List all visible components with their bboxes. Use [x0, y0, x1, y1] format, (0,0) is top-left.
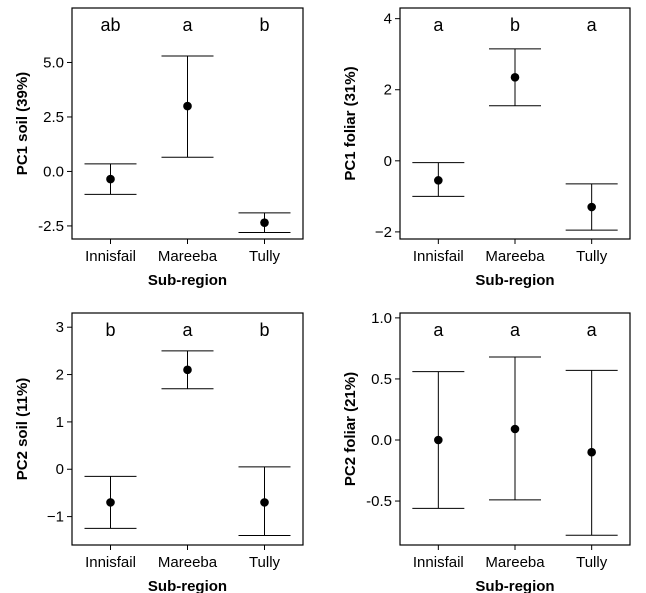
pc1-soil-x-axis-title: Sub-region: [148, 272, 227, 289]
pc2-soil-data-point: [183, 365, 192, 375]
pc2-soil-data-point: [106, 498, 115, 507]
pc1-soil-data-point: [183, 101, 192, 111]
pc1-foliar-x-axis-title: Sub-region: [475, 272, 554, 289]
pc1-soil-y-axis-title: PC1 soil (39%): [14, 72, 31, 175]
pc2-soil-y-tick-label: 0: [56, 461, 64, 478]
pc1-soil-panel: -2.5 0.0 2.5 5.0 Innisfail ab Mareeba a Tully b Su…: [14, 7, 304, 289]
pc1-foliar-y-tick-label: −2: [375, 224, 392, 241]
pc2-soil-y-tick-label: 3: [56, 319, 64, 336]
pc1-soil-x-tick-label: Innisfail: [85, 248, 136, 265]
pc2-soil-plot-frame: [71, 312, 304, 546]
pc2-foliar-y-tick-label: 0.5: [371, 371, 392, 388]
pc1-soil-data-point: [260, 218, 269, 227]
pc1-soil-x-tick-label: Mareeba: [158, 248, 218, 265]
pc1-soil-y-tick-label: -2.5: [38, 218, 64, 235]
pc2-soil-significance-letter: b: [259, 320, 269, 340]
pc2-foliar-y-tick-label: 1.0: [371, 310, 392, 327]
pc1-foliar-x-tick-label: Innisfail: [413, 248, 464, 265]
pc2-soil-data-point: [260, 498, 269, 507]
pc2-foliar-y-tick-label: -0.5: [366, 493, 392, 510]
pc1-soil-y-tick-label: 0.0: [43, 163, 64, 180]
pc2-soil-x-tick-label: Tully: [249, 554, 281, 571]
pc2-foliar-x-tick-label: Innisfail: [413, 554, 464, 571]
pc1-foliar-significance-letter: b: [510, 15, 520, 35]
pc1-foliar-y-tick-label: 2: [384, 82, 392, 99]
pc2-soil-x-tick-label: Innisfail: [85, 554, 136, 571]
pc2-soil-y-axis-title: PC2 soil (11%): [14, 378, 31, 481]
pc1-soil-significance-letter: a: [182, 15, 193, 35]
pc2-soil-y-tick-label: 2: [56, 367, 64, 384]
pc2-soil-y-tick-label: 1: [56, 414, 64, 431]
pc1-foliar-y-tick-label: 0: [384, 153, 392, 170]
pc2-foliar-y-tick-label: 0.0: [371, 432, 392, 449]
pc2-foliar-x-axis-title: Sub-region: [475, 578, 554, 593]
pc2-foliar-data-point: [510, 424, 520, 434]
pc1-foliar-significance-letter: a: [433, 15, 444, 35]
pc1-foliar-significance-letter: a: [587, 15, 598, 35]
pc1-soil-y-tick-label: 2.5: [43, 109, 64, 126]
pc1-soil-significance-letter: b: [259, 15, 269, 35]
pc1-foliar-x-tick-label: Mareeba: [485, 248, 545, 265]
pc2-soil-x-axis-title: Sub-region: [148, 578, 227, 593]
pc2-foliar-data-point: [434, 435, 443, 445]
pc2-foliar-y-axis-title: PC2 foliar (21%): [342, 372, 359, 486]
pc2-foliar-x-tick-label: Mareeba: [485, 554, 545, 571]
pc1-soil-y-tick-label: 5.0: [43, 54, 64, 71]
pc1-foliar-data-point: [510, 73, 520, 82]
pc2-foliar-significance-letter: a: [433, 320, 444, 340]
pc1-foliar-y-axis-title: PC1 foliar (31%): [342, 66, 359, 180]
pc1-foliar-data-point: [587, 202, 596, 212]
pc1-foliar-plot-frame: [399, 7, 631, 240]
pc1-soil-data-point: [106, 174, 115, 184]
pc1-foliar-y-tick-label: 4: [384, 11, 392, 28]
pc2-soil-panel: −1 0 1 2 3 Innisfail b Mareeba a Tully b Sub-region…: [14, 312, 304, 593]
pc2-foliar-significance-letter: a: [587, 320, 598, 340]
pc2-foliar-data-point: [587, 447, 596, 457]
pc1-foliar-x-tick-label: Tully: [576, 248, 608, 265]
pc2-foliar-panel: -0.5 0.0 0.5 1.0 Innisfail a Mareeba a Tully a Sub…: [342, 310, 631, 593]
pc1-soil-significance-letter: ab: [100, 15, 120, 35]
pc2-foliar-significance-letter: a: [510, 320, 521, 340]
pc2-foliar-x-tick-label: Tully: [576, 554, 608, 571]
pc1-foliar-panel: −2 0 2 4 Innisfail a Mareeba b Tully a Sub-region P…: [342, 7, 631, 289]
pc1-foliar-data-point: [434, 176, 443, 185]
pc2-soil-y-tick-label: −1: [47, 509, 64, 526]
pc1-soil-x-tick-label: Tully: [249, 248, 281, 265]
pc2-soil-x-tick-label: Mareeba: [158, 554, 218, 571]
pc2-soil-significance-letter: b: [105, 320, 115, 340]
pc2-soil-significance-letter: a: [182, 320, 193, 340]
